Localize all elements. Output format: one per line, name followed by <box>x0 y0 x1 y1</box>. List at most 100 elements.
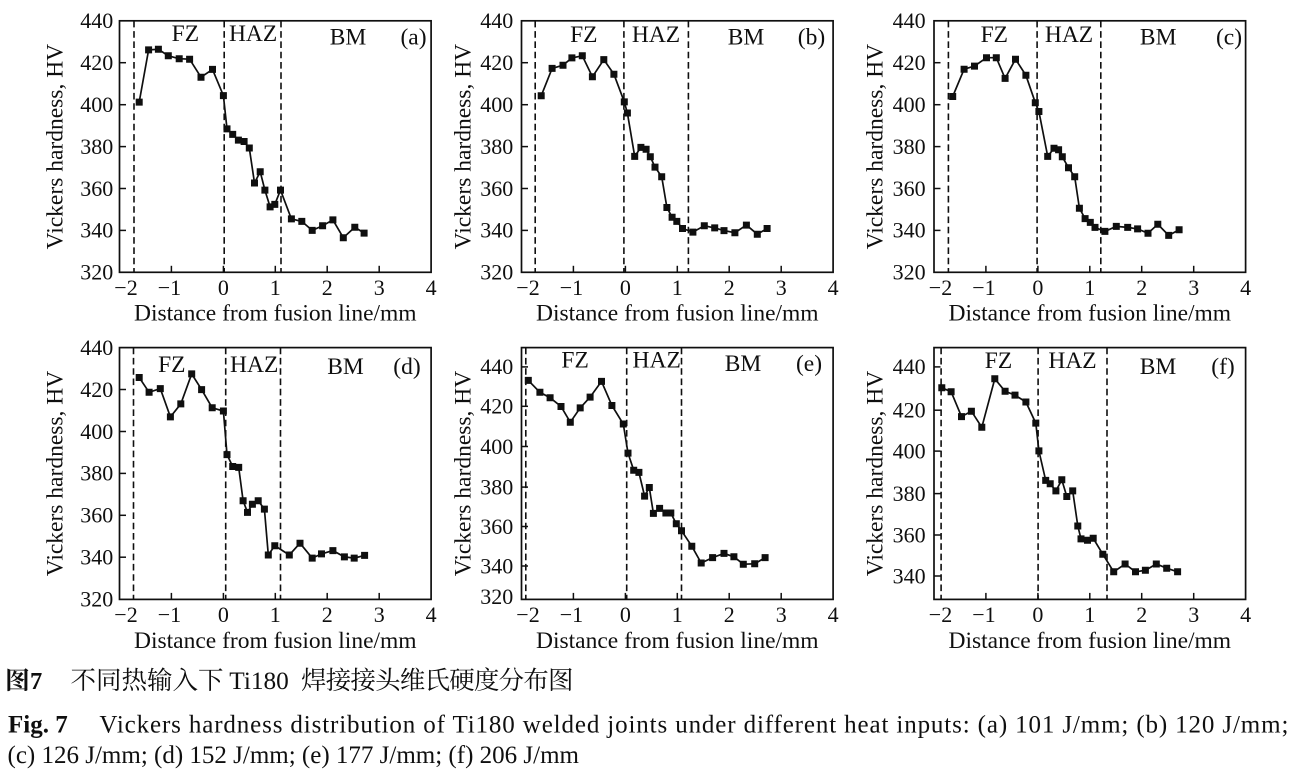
svg-text:320: 320 <box>893 260 926 285</box>
svg-text:HAZ: HAZ <box>633 348 681 374</box>
svg-text:0: 0 <box>1032 602 1043 627</box>
svg-text:360: 360 <box>893 522 926 547</box>
svg-text:(c): (c) <box>1216 25 1242 51</box>
svg-text:420: 420 <box>480 50 513 75</box>
svg-text:FZ: FZ <box>158 352 185 378</box>
svg-text:360: 360 <box>893 176 926 201</box>
svg-text:−2: −2 <box>516 602 539 627</box>
svg-text:380: 380 <box>80 461 113 486</box>
svg-text:(b): (b) <box>798 25 825 51</box>
svg-text:BM: BM <box>1140 354 1177 380</box>
svg-text:400: 400 <box>893 92 926 117</box>
svg-text:1: 1 <box>1084 602 1095 627</box>
svg-text:0: 0 <box>218 602 229 627</box>
svg-text:2: 2 <box>322 275 333 300</box>
svg-text:360: 360 <box>80 503 113 528</box>
svg-text:1: 1 <box>270 275 281 300</box>
svg-text:3: 3 <box>1188 602 1199 627</box>
svg-text:2: 2 <box>1136 602 1147 627</box>
svg-text:3: 3 <box>776 602 787 627</box>
svg-text:Vickers hardness, HV: Vickers hardness, HV <box>451 371 477 576</box>
svg-text:(f): (f) <box>1211 354 1234 380</box>
svg-text:380: 380 <box>893 481 926 506</box>
svg-text:4: 4 <box>426 602 437 627</box>
svg-text:420: 420 <box>893 398 926 423</box>
svg-text:440: 440 <box>893 8 926 33</box>
svg-text:−1: −1 <box>560 602 583 627</box>
svg-text:340: 340 <box>80 545 113 570</box>
svg-text:4: 4 <box>828 275 839 300</box>
svg-text:FZ: FZ <box>570 22 597 48</box>
svg-text:Vickers hardness distribution: Vickers hardness distribution of Ti180 w… <box>99 712 1288 739</box>
svg-text:1: 1 <box>672 275 683 300</box>
svg-text:HAZ: HAZ <box>229 21 277 47</box>
svg-text:−1: −1 <box>972 602 995 627</box>
svg-text:−2: −2 <box>929 275 952 300</box>
svg-text:2: 2 <box>1136 275 1147 300</box>
svg-text:4: 4 <box>1240 275 1251 300</box>
svg-text:FZ: FZ <box>172 21 199 47</box>
svg-text:3: 3 <box>1188 275 1199 300</box>
svg-text:400: 400 <box>480 92 513 117</box>
svg-text:7: 7 <box>30 668 42 695</box>
svg-text:Vickers hardness, HV: Vickers hardness, HV <box>863 371 889 576</box>
svg-text:Distance from fusion line/mm: Distance from fusion line/mm <box>134 628 417 654</box>
svg-text:0: 0 <box>218 275 229 300</box>
svg-text:−1: −1 <box>158 602 181 627</box>
svg-text:360: 360 <box>480 514 513 539</box>
svg-text:400: 400 <box>80 92 113 117</box>
svg-text:420: 420 <box>480 394 513 419</box>
svg-text:BM: BM <box>330 25 367 51</box>
svg-text:−2: −2 <box>114 602 137 627</box>
svg-text:380: 380 <box>480 474 513 499</box>
svg-text:440: 440 <box>480 8 513 33</box>
svg-text:(e): (e) <box>796 351 822 377</box>
svg-text:340: 340 <box>893 563 926 588</box>
svg-text:320: 320 <box>80 586 113 611</box>
svg-text:440: 440 <box>893 354 926 379</box>
svg-text:2: 2 <box>322 602 333 627</box>
svg-text:4: 4 <box>828 602 839 627</box>
svg-text:Fig. 7: Fig. 7 <box>8 712 68 739</box>
svg-text:400: 400 <box>480 434 513 459</box>
svg-text:FZ: FZ <box>561 348 588 374</box>
svg-text:0: 0 <box>620 602 631 627</box>
svg-text:BM: BM <box>1140 25 1177 51</box>
svg-text:Vickers hardness, HV: Vickers hardness, HV <box>43 371 69 576</box>
svg-text:−2: −2 <box>929 602 952 627</box>
svg-text:Vickers hardness, HV: Vickers hardness, HV <box>451 44 477 249</box>
svg-text:Distance from fusion line/mm: Distance from fusion line/mm <box>948 628 1231 654</box>
svg-text:400: 400 <box>893 438 926 463</box>
svg-text:340: 340 <box>480 553 513 578</box>
svg-text:Distance from fusion line/mm: Distance from fusion line/mm <box>948 301 1231 327</box>
svg-text:3: 3 <box>776 275 787 300</box>
svg-text:340: 340 <box>80 218 113 243</box>
svg-text:400: 400 <box>80 419 113 444</box>
svg-text:HAZ: HAZ <box>1045 22 1093 48</box>
svg-text:−1: −1 <box>158 275 181 300</box>
svg-text:FZ: FZ <box>981 22 1008 48</box>
svg-text:Distance from fusion line/mm: Distance from fusion line/mm <box>536 628 819 654</box>
svg-text:2: 2 <box>724 275 735 300</box>
svg-text:360: 360 <box>480 176 513 201</box>
svg-text:1: 1 <box>270 602 281 627</box>
svg-text:HAZ: HAZ <box>632 22 680 48</box>
svg-text:380: 380 <box>80 134 113 159</box>
svg-text:Vickers hardness, HV: Vickers hardness, HV <box>863 44 889 249</box>
svg-text:1: 1 <box>672 602 683 627</box>
svg-text:−2: −2 <box>114 275 137 300</box>
svg-text:−1: −1 <box>972 275 995 300</box>
svg-text:3: 3 <box>374 602 385 627</box>
svg-text:4: 4 <box>426 275 437 300</box>
svg-text:440: 440 <box>80 335 113 360</box>
svg-text:360: 360 <box>80 176 113 201</box>
svg-text:2: 2 <box>724 602 735 627</box>
svg-text:HAZ: HAZ <box>1048 348 1096 374</box>
svg-text:Distance from fusion line/mm: Distance from fusion line/mm <box>536 301 819 327</box>
svg-text:0: 0 <box>620 275 631 300</box>
svg-text:420: 420 <box>893 50 926 75</box>
svg-text:320: 320 <box>480 584 513 609</box>
svg-text:−2: −2 <box>516 275 539 300</box>
svg-text:HAZ: HAZ <box>230 352 278 378</box>
svg-text:BM: BM <box>725 351 762 377</box>
